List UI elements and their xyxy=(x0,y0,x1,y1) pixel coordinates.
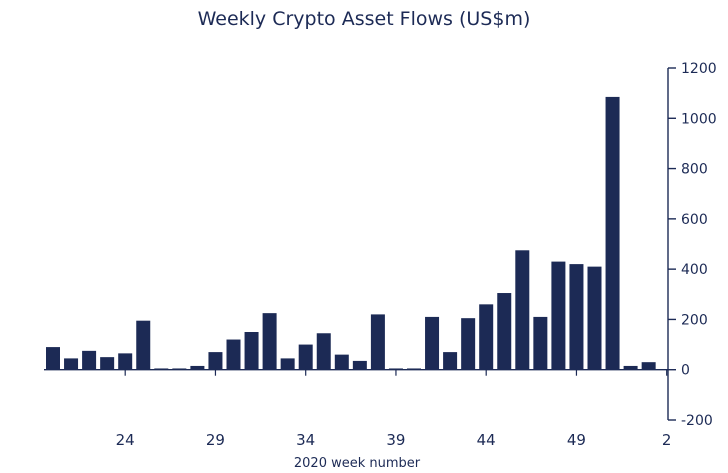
bar-week-35 xyxy=(316,333,331,370)
x-tick-label: 2 xyxy=(662,431,672,449)
bar-week-51 xyxy=(605,96,620,370)
bar-week-22 xyxy=(82,350,97,370)
bar-week-46 xyxy=(515,250,530,370)
bar-week-47 xyxy=(533,316,548,370)
bar-week-36 xyxy=(334,354,349,370)
x-tick-label: 39 xyxy=(386,431,405,449)
y-tick-label: 400 xyxy=(681,262,708,278)
bar-week-21 xyxy=(64,358,79,370)
bar-week-30 xyxy=(226,339,241,370)
bar-week-38 xyxy=(370,314,385,370)
bar-week-48 xyxy=(551,261,566,370)
axes: -200 0 200 400 600 800 1000 1200 24 29 34 39 44 49 2 xyxy=(44,61,717,449)
x-tick-label: 44 xyxy=(477,431,496,449)
bar-week-33 xyxy=(280,358,295,370)
bar-week-32 xyxy=(262,313,277,370)
x-tick-label: 24 xyxy=(116,431,135,449)
x-tick-label: 49 xyxy=(567,431,586,449)
bar-week-34 xyxy=(298,344,313,370)
y-tick-label: -200 xyxy=(681,413,713,429)
y-tick-label: 800 xyxy=(681,162,708,178)
y-tick-label: 600 xyxy=(681,212,708,228)
x-tick-label: 34 xyxy=(296,431,315,449)
chart-title: Weekly Crypto Asset Flows (US$m) xyxy=(197,8,531,30)
bar-week-24 xyxy=(118,353,133,370)
y-tick-label: 1000 xyxy=(681,111,717,127)
bar-week-37 xyxy=(352,360,367,370)
bar-week-42 xyxy=(443,352,458,370)
bar-week-43 xyxy=(461,318,476,370)
bar-week-50 xyxy=(587,266,602,370)
x-tick-label: 29 xyxy=(206,431,225,449)
bar-series xyxy=(46,96,656,370)
bar-week-49 xyxy=(569,264,584,370)
bar-week-25 xyxy=(136,320,151,370)
x-axis-label: 2020 week number xyxy=(294,456,421,471)
y-tick-label: 1200 xyxy=(681,61,717,77)
bar-week-20 xyxy=(46,347,60,370)
y-tick-label: 0 xyxy=(681,363,690,379)
bar-week-44 xyxy=(479,304,494,370)
bar-week-23 xyxy=(100,357,115,370)
bar-week-45 xyxy=(497,293,512,370)
bar-week-53 xyxy=(641,362,656,370)
bar-week-31 xyxy=(244,332,259,370)
bar-week-52 xyxy=(623,365,638,370)
bar-week-41 xyxy=(425,316,440,370)
bar-week-28 xyxy=(190,365,205,370)
bar-week-29 xyxy=(208,352,223,370)
y-tick-label: 200 xyxy=(681,312,708,328)
